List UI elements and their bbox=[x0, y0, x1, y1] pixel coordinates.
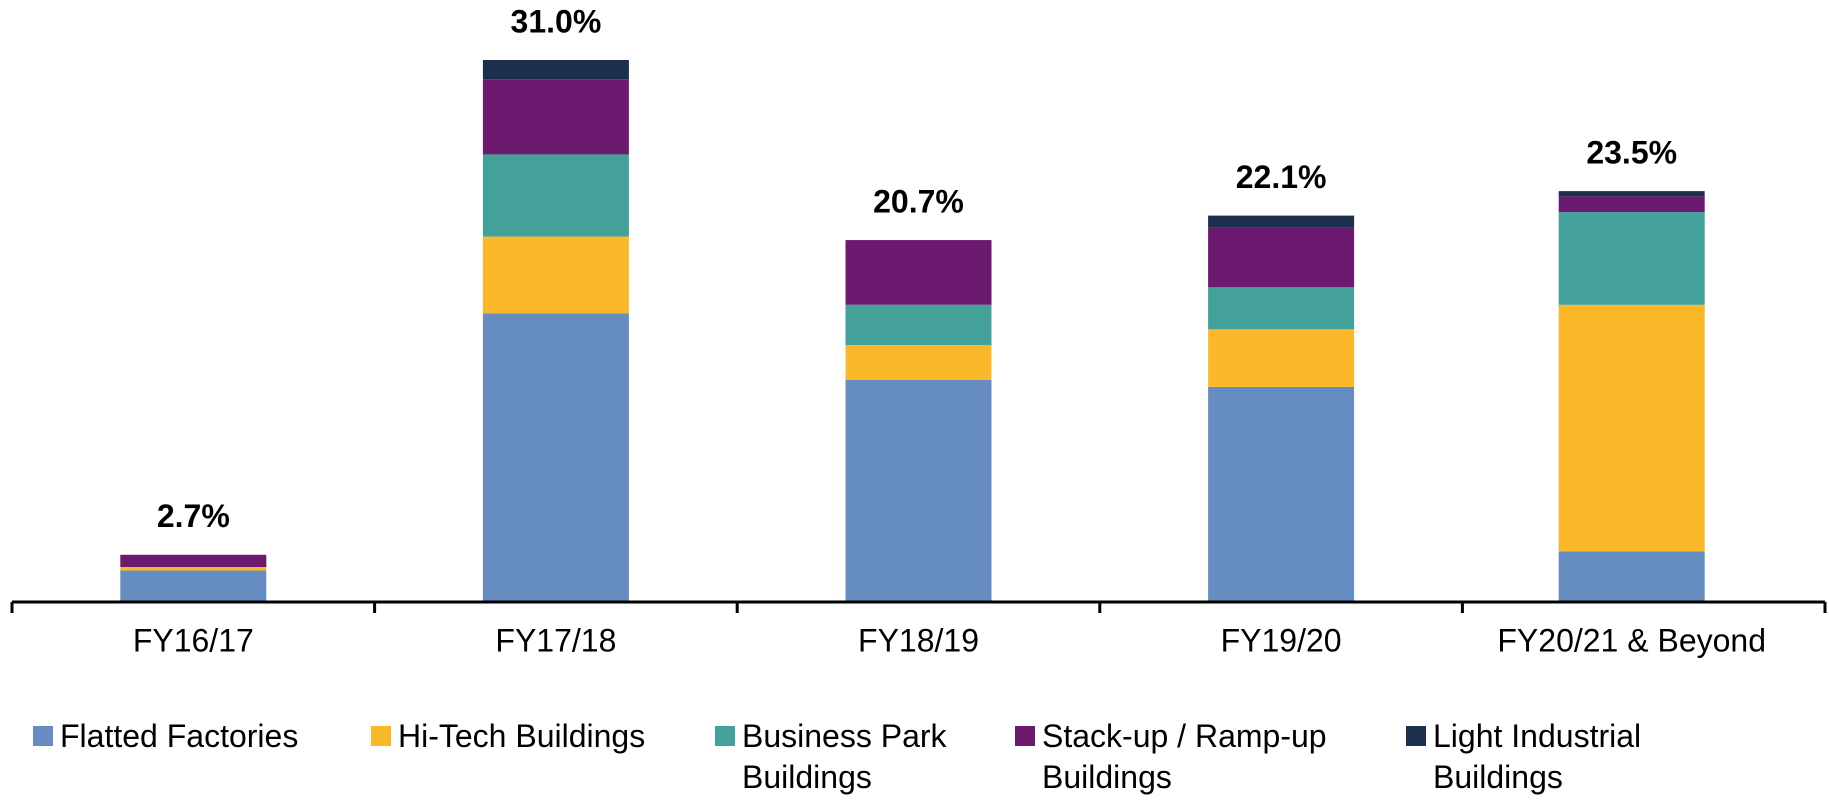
legend: Flatted Factories Hi-Tech Buildings Busine… bbox=[0, 716, 1829, 803]
total-label: 22.1% bbox=[1236, 159, 1327, 195]
bar-segment bbox=[120, 554, 267, 568]
bar-segment bbox=[845, 240, 992, 305]
legend-label: Business Park Buildings bbox=[742, 718, 947, 795]
legend-label: Hi-Tech Buildings bbox=[398, 718, 646, 754]
bar-segment bbox=[1208, 287, 1355, 330]
legend-swatch bbox=[715, 726, 735, 746]
bar-segment bbox=[1558, 304, 1705, 552]
bar-segment bbox=[482, 236, 629, 314]
x-tick-label: FY16/17 bbox=[133, 622, 254, 658]
total-label: 2.7% bbox=[157, 498, 230, 534]
bar-segment bbox=[845, 379, 992, 602]
bar-segment bbox=[482, 60, 629, 80]
x-tick-label: FY17/18 bbox=[495, 622, 616, 658]
bar-segment bbox=[1208, 386, 1355, 602]
legend-item: Flatted Factories bbox=[33, 716, 380, 757]
legend-label: Flatted Factories bbox=[60, 718, 299, 754]
bar-segment bbox=[120, 570, 267, 602]
legend-label: Stack-up / Ramp-up Buildings bbox=[1042, 718, 1327, 795]
bar-segment bbox=[482, 79, 629, 155]
bar-segment bbox=[482, 154, 629, 237]
bar-segment bbox=[1208, 215, 1355, 228]
legend-label: Light Industrial Buildings bbox=[1433, 718, 1642, 795]
x-tick-label: FY19/20 bbox=[1221, 622, 1342, 658]
bar-segment bbox=[1208, 227, 1355, 288]
bar-segment bbox=[482, 313, 629, 602]
bar-segment bbox=[120, 567, 267, 571]
bar-segment bbox=[1558, 196, 1705, 213]
legend-item: Business Park Buildings bbox=[715, 716, 992, 798]
legend-item: Stack-up / Ramp-up Buildings bbox=[1015, 716, 1392, 798]
bar-segment bbox=[845, 344, 992, 380]
bar-segment bbox=[1208, 329, 1355, 387]
bar-segment bbox=[1558, 191, 1705, 197]
legend-swatch bbox=[33, 726, 53, 746]
bar-segment bbox=[1558, 551, 1705, 602]
x-tick-label: FY18/19 bbox=[858, 622, 979, 658]
legend-swatch bbox=[1406, 726, 1426, 746]
total-label: 31.0% bbox=[511, 3, 602, 39]
x-tick-label: FY20/21 & Beyond bbox=[1497, 622, 1766, 658]
bar-segment bbox=[1558, 212, 1705, 305]
chart: 2.7% FY16/17 31.0% FY17/18 20.7% FY18/19 22.1%… bbox=[10, 3, 1827, 658]
total-label: 20.7% bbox=[873, 184, 964, 220]
legend-item: Hi-Tech Buildings bbox=[371, 716, 718, 757]
total-label: 23.5% bbox=[1586, 135, 1677, 171]
legend-swatch bbox=[371, 726, 391, 746]
bar-segment bbox=[845, 304, 992, 345]
legend-swatch bbox=[1015, 726, 1035, 746]
legend-item: Light Industrial Buildings bbox=[1406, 716, 1703, 798]
